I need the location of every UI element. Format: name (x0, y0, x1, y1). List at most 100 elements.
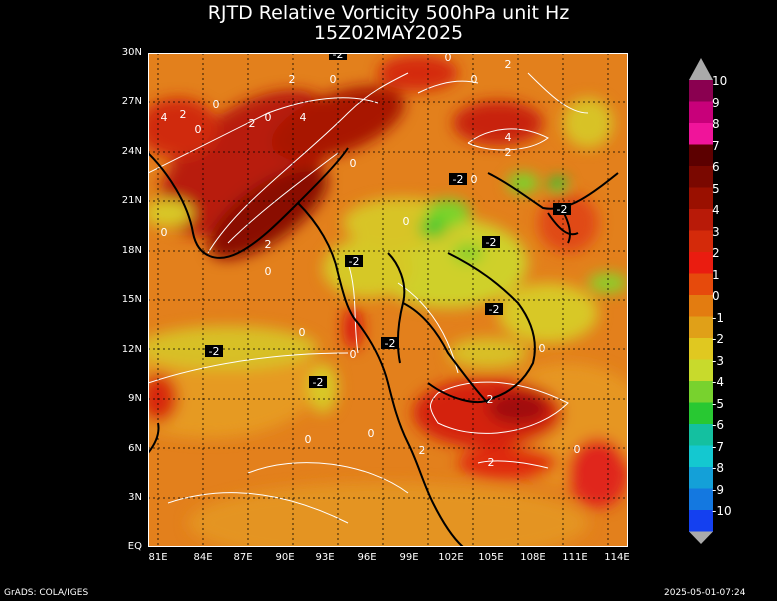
lat-label: 3N (128, 492, 142, 503)
colorbar-swatch (689, 144, 713, 167)
contour-label-bg (345, 255, 363, 267)
lon-label: 81E (148, 552, 168, 563)
colorbar-bottom-arrow (689, 531, 713, 544)
lon-label: 111E (562, 552, 588, 563)
contour-label: -2 (385, 337, 396, 350)
colorbar-level-label: -10 (712, 504, 732, 518)
colorbar-swatch (689, 467, 713, 489)
map-valid-time: 15Z02MAY2025 (313, 22, 464, 44)
contour-label: 0 (213, 98, 220, 111)
contour-label: -2 (489, 303, 500, 316)
colorbar-level-label: -1 (712, 310, 724, 325)
lon-label: 105E (478, 552, 504, 563)
vorticity-field (148, 55, 628, 547)
contour-label: -2 (313, 376, 324, 389)
contour-label-bg (485, 303, 503, 315)
map-title: RJTD Relative Vorticity 500hPa unit Hz (207, 2, 570, 24)
contour-label-bg (205, 345, 223, 357)
contour-label-bg (553, 203, 571, 215)
colorbar-swatch (689, 252, 713, 274)
contour-label: 0 (350, 157, 357, 170)
lat-label: 15N (121, 294, 142, 305)
contour-label: 2 (265, 238, 272, 251)
contour-label: 0 (574, 443, 581, 456)
colorbar-swatch (689, 101, 713, 124)
colorbar-swatch (689, 381, 713, 403)
colorbar-level-label: 8 (712, 117, 720, 131)
lat-label: EQ (127, 541, 142, 552)
contour-label: 0 (368, 427, 375, 440)
colorbar-level-label: 0 (712, 289, 720, 303)
colorbar-swatch (689, 295, 713, 317)
contour-label: -2 (209, 345, 220, 358)
colorbar-level-label: -9 (712, 482, 724, 497)
lon-label: 99E (399, 552, 419, 563)
colorbar-swatch (689, 338, 713, 360)
contour-label: 2 (505, 58, 512, 71)
contour-label: 0 (350, 348, 357, 361)
contour-label: 0 (265, 111, 272, 124)
contour-lines (148, 72, 589, 524)
colorbar-level-label: 9 (712, 95, 720, 110)
colorbar-swatch (689, 359, 713, 382)
colorbar-level-label: 3 (712, 224, 720, 239)
colorbar-level-label: 1 (712, 267, 720, 282)
contour-label: 4 (161, 111, 168, 124)
colorbar-level-label: 10 (712, 74, 728, 88)
contour-label: -2 (557, 203, 568, 216)
contour-label: 0 (299, 326, 306, 339)
colorbar-swatch (689, 187, 713, 210)
contour-label: 0 (471, 73, 478, 86)
colorbar-swatch (689, 80, 713, 102)
contour-label: 0 (539, 342, 546, 355)
colorbar-level-label: 4 (712, 203, 720, 217)
contour-label: 2 (488, 456, 495, 469)
contour-label: -2 (453, 173, 464, 186)
footer-credit: GrADS: COLA/IGES (4, 588, 89, 598)
colorbar-level-label: -2 (712, 332, 724, 346)
contour-label: 0 (330, 73, 337, 86)
lon-label: 87E (233, 552, 253, 563)
contour-label: 2 (289, 73, 296, 86)
colorbar-level-label: -5 (712, 396, 724, 411)
lon-label: 114E (604, 552, 630, 563)
colorbar-swatch (689, 166, 713, 188)
lat-label: 12N (121, 344, 142, 355)
colorbar-swatch (689, 488, 713, 511)
colorbar-level-label: 5 (712, 181, 720, 196)
lat-label: 6N (128, 443, 142, 454)
colorbar-swatch (689, 445, 713, 468)
colorbar-level-label: -7 (712, 439, 724, 454)
contour-label: 0 (265, 265, 272, 278)
footer-timestamp: 2025-05-01-07:24 (664, 588, 746, 598)
contour-label: -2 (349, 255, 360, 268)
lon-label: 93E (315, 552, 335, 563)
lat-label: 9N (128, 393, 142, 404)
lon-label: 96E (357, 552, 377, 563)
colorbar-level-label: 2 (712, 246, 720, 260)
contour-label: 0 (161, 226, 168, 239)
colorbar-level-label: 6 (712, 160, 720, 174)
colorbar-swatch (689, 209, 713, 231)
colorbar-level-label: 7 (712, 138, 720, 153)
lat-label: 18N (121, 245, 142, 256)
map-frame (148, 53, 628, 547)
colorbar-level-label: -3 (712, 353, 724, 368)
colorbar-swatch (689, 510, 713, 532)
colorbar-swatch (689, 273, 713, 296)
colorbar-swatch (689, 123, 713, 145)
coastlines (148, 147, 619, 547)
contour-label: 2 (487, 393, 494, 406)
colorbar-swatch (689, 402, 713, 425)
lat-label: 21N (121, 195, 142, 206)
colorbar-level-label: -6 (712, 418, 724, 432)
contour-label-bg (449, 173, 467, 185)
contour-label: 2 (249, 117, 256, 130)
colorbar-top-arrow (689, 58, 713, 80)
lon-label: 84E (193, 552, 213, 563)
contour-label: 2 (505, 146, 512, 159)
contour-label: 4 (505, 131, 512, 144)
contour-label-bg (482, 236, 500, 248)
